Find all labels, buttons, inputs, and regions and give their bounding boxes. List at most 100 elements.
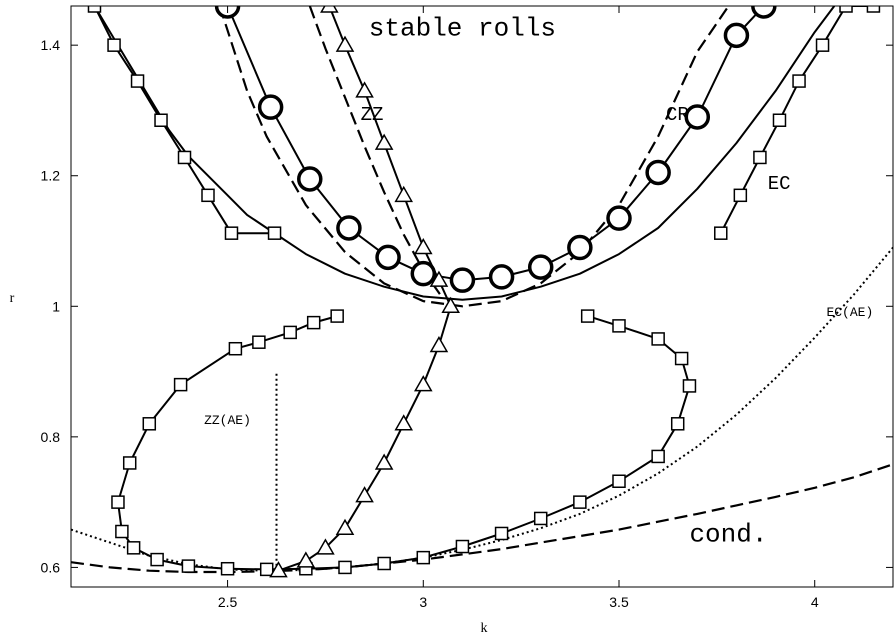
data-point-square bbox=[111, 495, 125, 509]
y-tick-label: 0.8 bbox=[41, 429, 61, 445]
data-point-triangle bbox=[355, 81, 374, 98]
data-point-square bbox=[416, 550, 431, 565]
data-point-triangle bbox=[269, 561, 288, 578]
data-point-square bbox=[283, 325, 297, 340]
data-point-circle bbox=[751, 6, 777, 19]
annotation-label: CR bbox=[666, 104, 689, 126]
data-point-square bbox=[181, 559, 196, 573]
data-point-circle bbox=[488, 264, 515, 290]
data-point-square bbox=[674, 351, 689, 366]
data-point-circle bbox=[567, 234, 593, 261]
y-tick-label: 1 bbox=[52, 298, 60, 314]
annotation-label: ZZ(AE) bbox=[204, 413, 251, 428]
data-point-triangle bbox=[320, 6, 339, 13]
data-point-square bbox=[330, 309, 344, 323]
data-point-square bbox=[259, 562, 274, 577]
data-point-circle bbox=[645, 159, 671, 186]
data-point-square bbox=[122, 456, 137, 470]
annotation-label: stable rolls bbox=[369, 13, 556, 43]
x-tick-label: 4 bbox=[811, 594, 819, 610]
data-point-square bbox=[224, 226, 239, 240]
data-point-square bbox=[177, 150, 192, 165]
x-tick-label: 3 bbox=[419, 594, 427, 610]
annotation-label: EC bbox=[768, 173, 791, 195]
data-point-square bbox=[455, 539, 470, 554]
data-point-square bbox=[228, 341, 243, 356]
data-point-square bbox=[573, 495, 587, 509]
data-point-square bbox=[267, 226, 282, 240]
data-point-square bbox=[714, 226, 728, 240]
data-point-square bbox=[252, 335, 266, 349]
tick-layer: 2.5 3 3.5 4 0.6 0.8 1 1.2 1.4 bbox=[41, 6, 893, 610]
data-point-square bbox=[580, 309, 595, 323]
data-point-triangle bbox=[355, 486, 374, 503]
data-point-square bbox=[733, 188, 748, 203]
y-axis-label: r bbox=[10, 291, 15, 306]
data-point-triangle bbox=[413, 375, 433, 392]
data-point-square bbox=[154, 113, 168, 127]
data-point-square bbox=[126, 541, 141, 555]
data-point-triangle bbox=[335, 35, 355, 52]
data-point-circle bbox=[684, 104, 711, 130]
data-point-square bbox=[815, 38, 830, 52]
data-point-square bbox=[651, 449, 665, 464]
data-point-square bbox=[377, 556, 391, 571]
y-tick-label: 1.4 bbox=[41, 37, 61, 53]
data-point-square bbox=[533, 511, 548, 526]
series-line-4 bbox=[218, 6, 730, 308]
data-point-circle bbox=[375, 244, 401, 271]
data-point-square bbox=[866, 6, 881, 13]
annotation-label: EC(AE) bbox=[826, 305, 873, 320]
annotation-label: ZZ bbox=[361, 104, 384, 126]
data-point-triangle bbox=[374, 133, 394, 150]
data-point-triangle bbox=[394, 185, 414, 203]
data-point-square bbox=[115, 524, 129, 539]
annotation-label: cond. bbox=[689, 519, 767, 549]
series-line-0 bbox=[71, 463, 893, 574]
data-point-square bbox=[201, 188, 215, 203]
data-point-triangle bbox=[316, 538, 335, 555]
data-point-triangle bbox=[441, 296, 460, 314]
data-point-square bbox=[839, 6, 853, 13]
data-point-square bbox=[338, 560, 352, 575]
data-point-circle bbox=[606, 205, 632, 231]
x-axis-label: k bbox=[481, 621, 488, 636]
annotation-layer: stable rolls ZZ CR EC ZZ(AE) EC(AE) cond. bbox=[204, 13, 873, 549]
data-point-triangle bbox=[394, 414, 414, 431]
data-point-square bbox=[612, 474, 626, 488]
plot-frame bbox=[70, 5, 894, 588]
data-point-square bbox=[792, 74, 806, 88]
data-point-square bbox=[753, 150, 767, 165]
data-point-circle bbox=[527, 254, 554, 280]
data-point-circle bbox=[723, 22, 750, 49]
x-tick-label: 3.5 bbox=[609, 594, 629, 610]
data-point-square bbox=[772, 113, 787, 127]
data-point-square bbox=[670, 417, 685, 431]
data-point-square bbox=[107, 38, 121, 52]
data-point-square bbox=[173, 377, 188, 392]
data-point-square bbox=[87, 6, 102, 13]
series-line-3 bbox=[308, 6, 444, 300]
data-point-triangle bbox=[374, 453, 394, 470]
data-point-square bbox=[306, 315, 321, 330]
data-point-triangle bbox=[413, 238, 433, 255]
data-point-triangle bbox=[429, 335, 449, 353]
data-point-circle bbox=[410, 260, 437, 287]
data-point-square bbox=[142, 417, 157, 431]
data-point-square bbox=[612, 319, 626, 333]
data-point-square bbox=[130, 74, 145, 88]
data-point-circle bbox=[449, 267, 476, 293]
x-tick-label: 2.5 bbox=[218, 594, 238, 610]
data-point-circle bbox=[336, 215, 362, 241]
marker-layer bbox=[87, 6, 881, 578]
data-point-circle bbox=[297, 166, 323, 192]
series-line-5 bbox=[93, 6, 836, 301]
y-tick-label: 1.2 bbox=[41, 168, 61, 184]
data-point-triangle bbox=[429, 270, 449, 287]
data-point-square bbox=[150, 552, 164, 567]
data-point-triangle bbox=[335, 518, 355, 535]
y-tick-label: 0.6 bbox=[41, 559, 61, 575]
data-point-square bbox=[220, 561, 235, 576]
data-point-square bbox=[651, 332, 665, 346]
